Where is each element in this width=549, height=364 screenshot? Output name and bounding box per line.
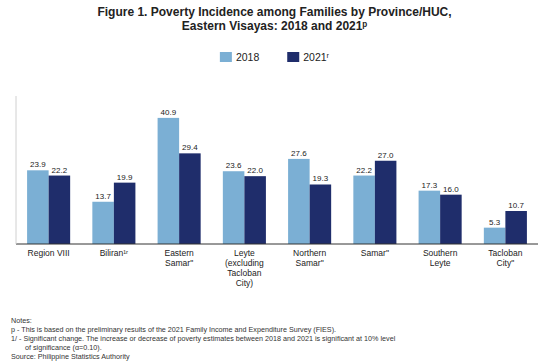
data-label: 27.0 [378, 151, 394, 160]
data-label: 23.6 [226, 161, 242, 170]
data-label: 17.3 [422, 181, 438, 190]
bars [27, 118, 527, 244]
x-tick-label: Samarʺ [361, 248, 389, 258]
bar [179, 153, 201, 244]
bar [27, 170, 49, 244]
title-line: Eastern Visayas: 2018 and 2021ᵖ [182, 19, 368, 33]
x-tick-label-line: Tacloban [227, 268, 261, 278]
data-label: 22.2 [356, 166, 372, 175]
legend-label: 2018 [236, 51, 260, 63]
bar [440, 195, 462, 244]
legend-item: 2018 [220, 51, 260, 63]
data-label: 19.3 [313, 174, 329, 183]
bar [353, 176, 375, 244]
x-tick-label-line: Biliran¹ʳ [100, 248, 129, 258]
bar [505, 211, 527, 244]
x-tick-label-line: Northern [293, 248, 326, 258]
note: Source: Philippine Statistics Authority [11, 352, 130, 361]
note: Notes: [11, 316, 32, 325]
x-tick-label-line: Samarʺ [296, 258, 324, 268]
data-labels: 23.9 13.7 40.9 23.6 27.6 22.2 17.3 5.3 22.2 19.9 2… [30, 108, 524, 227]
bar [310, 184, 332, 244]
bar [419, 191, 441, 244]
data-label: 29.4 [182, 143, 198, 152]
data-label: 22.0 [247, 166, 263, 175]
data-label: 40.9 [161, 108, 177, 117]
x-tick-label-line: Eastern [164, 248, 194, 258]
x-tick-label: Region VIII [28, 248, 70, 258]
title-line: Figure 1. Poverty Incidence among Famili… [97, 5, 451, 19]
bar [92, 202, 114, 244]
bar [375, 161, 397, 244]
legend-item: 2021ʳ [287, 51, 329, 63]
data-label: 10.7 [508, 201, 524, 210]
note: 1/ - Significant change. The increase or… [11, 334, 396, 343]
x-tick-label-line: Leyte [430, 258, 451, 268]
x-tick-label-line: Leyte [234, 248, 255, 258]
bar [114, 183, 136, 244]
x-tick-label-line: Cityʺ [497, 258, 515, 268]
bar [223, 171, 245, 244]
data-label: 22.2 [52, 166, 68, 175]
x-tick-label-line: Southern [423, 248, 458, 258]
data-label: 13.7 [95, 192, 111, 201]
legend-swatch [287, 52, 299, 62]
x-tick-label-line: Samarʺ [361, 248, 389, 258]
bar [244, 176, 266, 244]
x-tick-label: Leyte(excludingTaclobanCity) [225, 248, 264, 288]
bar [288, 159, 310, 244]
x-tick-label: EasternSamarʺ [164, 248, 194, 268]
bar [484, 228, 506, 244]
note: p - This is based on the preliminary res… [11, 325, 336, 334]
chart: Figure 1. Poverty Incidence among Famili… [0, 0, 549, 364]
notes: Notes:p - This is based on the prelimina… [11, 316, 396, 361]
note: of significance (α=0.10). [11, 343, 102, 352]
x-axis-line [16, 244, 538, 245]
x-tick-label: Biliran¹ʳ [100, 248, 129, 258]
data-label: 19.9 [117, 173, 133, 182]
x-tick-label: TaclobanCityʺ [488, 248, 522, 268]
legend-label: 2021ʳ [303, 51, 329, 63]
x-tick-label: SouthernLeyte [423, 248, 458, 268]
y-axis-line [16, 96, 17, 244]
data-label: 27.6 [291, 149, 307, 158]
x-tick-label-line: City) [236, 278, 254, 288]
data-label: 23.9 [30, 160, 46, 169]
x-tick-labels: Region VIIIBiliran¹ʳEasternSamarʺLeyte(e… [28, 248, 523, 288]
bar [49, 176, 71, 244]
title: Figure 1. Poverty Incidence among Famili… [97, 5, 451, 33]
legend: 2018 2021ʳ [220, 51, 330, 63]
x-tick-label-line: (excluding [225, 258, 264, 268]
bar [158, 118, 180, 244]
x-tick-label: NorthernSamarʺ [293, 248, 326, 268]
legend-swatch [220, 52, 232, 62]
x-tick-label-line: Tacloban [488, 248, 522, 258]
data-label: 5.3 [489, 218, 501, 227]
data-label: 16.0 [443, 185, 459, 194]
x-tick-label-line: Samarʺ [165, 258, 193, 268]
x-tick-label-line: Region VIII [28, 248, 70, 258]
